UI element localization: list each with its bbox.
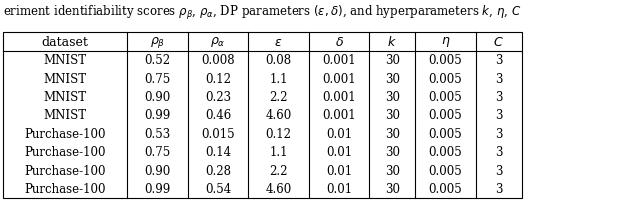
Text: 3: 3 <box>495 54 502 67</box>
Text: 0.005: 0.005 <box>429 109 462 122</box>
Text: 3: 3 <box>495 145 502 158</box>
Text: Purchase-100: Purchase-100 <box>24 127 106 140</box>
Text: 0.08: 0.08 <box>266 54 292 67</box>
Text: $\eta$: $\eta$ <box>441 35 451 49</box>
Text: $\rho_\alpha$: $\rho_\alpha$ <box>211 35 226 49</box>
Text: 0.90: 0.90 <box>145 164 171 177</box>
Text: 0.005: 0.005 <box>429 72 462 85</box>
Text: 30: 30 <box>385 182 400 195</box>
Text: 4.60: 4.60 <box>266 109 292 122</box>
Text: 0.28: 0.28 <box>205 164 231 177</box>
Text: 0.90: 0.90 <box>145 91 171 104</box>
Text: 0.005: 0.005 <box>429 164 462 177</box>
Text: Purchase-100: Purchase-100 <box>24 145 106 158</box>
Text: 0.001: 0.001 <box>323 91 356 104</box>
Text: 3: 3 <box>495 182 502 195</box>
Text: 0.001: 0.001 <box>323 72 356 85</box>
Text: 30: 30 <box>385 54 400 67</box>
Text: 0.01: 0.01 <box>326 164 352 177</box>
Text: $k$: $k$ <box>387 35 397 49</box>
Text: 0.01: 0.01 <box>326 127 352 140</box>
Text: 0.12: 0.12 <box>266 127 292 140</box>
Text: 3: 3 <box>495 91 502 104</box>
Text: 0.01: 0.01 <box>326 182 352 195</box>
Text: 0.99: 0.99 <box>145 109 171 122</box>
Text: 30: 30 <box>385 72 400 85</box>
Text: 1.1: 1.1 <box>269 72 288 85</box>
Text: eriment identifiability scores $\rho_\beta$, $\rho_\alpha$, DP parameters $(\eps: eriment identifiability scores $\rho_\be… <box>3 4 522 22</box>
Text: 0.005: 0.005 <box>429 91 462 104</box>
Text: 0.75: 0.75 <box>145 145 171 158</box>
Text: MNIST: MNIST <box>44 109 87 122</box>
Text: $\delta$: $\delta$ <box>335 36 344 49</box>
Text: $\rho_\beta$: $\rho_\beta$ <box>150 35 165 50</box>
Text: 0.005: 0.005 <box>429 127 462 140</box>
Text: 0.005: 0.005 <box>429 54 462 67</box>
Text: 2.2: 2.2 <box>269 91 288 104</box>
Text: 0.01: 0.01 <box>326 145 352 158</box>
Text: 0.46: 0.46 <box>205 109 231 122</box>
Text: 0.99: 0.99 <box>145 182 171 195</box>
Text: 3: 3 <box>495 164 502 177</box>
Text: 30: 30 <box>385 127 400 140</box>
Text: 0.005: 0.005 <box>429 145 462 158</box>
Text: 0.015: 0.015 <box>202 127 235 140</box>
Text: Purchase-100: Purchase-100 <box>24 164 106 177</box>
Text: 3: 3 <box>495 127 502 140</box>
Text: $\epsilon$: $\epsilon$ <box>275 36 283 49</box>
Text: 0.005: 0.005 <box>429 182 462 195</box>
Text: 0.23: 0.23 <box>205 91 231 104</box>
Text: $C$: $C$ <box>493 36 504 49</box>
Text: 0.54: 0.54 <box>205 182 231 195</box>
Bar <box>3 33 522 198</box>
Text: 0.52: 0.52 <box>145 54 171 67</box>
Text: 0.14: 0.14 <box>205 145 231 158</box>
Text: 1.1: 1.1 <box>269 145 288 158</box>
Text: MNIST: MNIST <box>44 91 87 104</box>
Text: MNIST: MNIST <box>44 72 87 85</box>
Text: MNIST: MNIST <box>44 54 87 67</box>
Text: 30: 30 <box>385 145 400 158</box>
Text: 0.001: 0.001 <box>323 54 356 67</box>
Text: 0.75: 0.75 <box>145 72 171 85</box>
Text: 4.60: 4.60 <box>266 182 292 195</box>
Text: 30: 30 <box>385 109 400 122</box>
Text: 0.53: 0.53 <box>145 127 171 140</box>
Text: 0.008: 0.008 <box>202 54 235 67</box>
Text: 30: 30 <box>385 91 400 104</box>
Text: 0.12: 0.12 <box>205 72 231 85</box>
Text: 2.2: 2.2 <box>269 164 288 177</box>
Text: 0.001: 0.001 <box>323 109 356 122</box>
Text: 30: 30 <box>385 164 400 177</box>
Text: 3: 3 <box>495 109 502 122</box>
Text: 3: 3 <box>495 72 502 85</box>
Text: dataset: dataset <box>42 36 89 49</box>
Text: Purchase-100: Purchase-100 <box>24 182 106 195</box>
